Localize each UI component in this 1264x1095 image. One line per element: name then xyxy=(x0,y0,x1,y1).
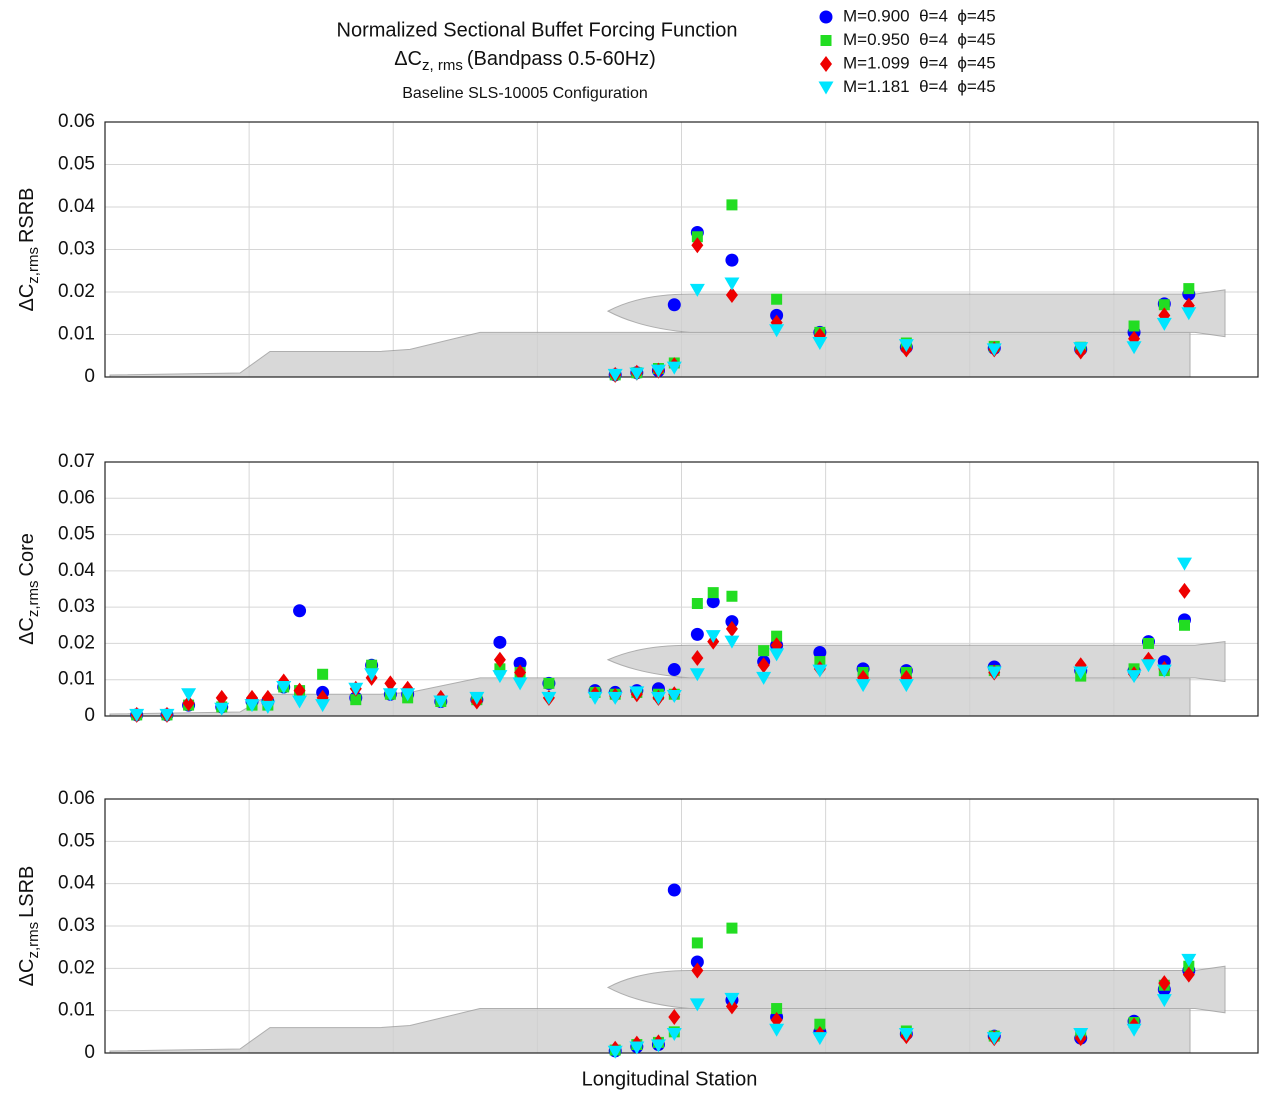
legend-label: M=0.900 θ=4 ϕ=45 xyxy=(843,6,996,25)
y-tick-label: 0.01 xyxy=(58,669,95,690)
y-label-rest: LSRB xyxy=(16,866,38,918)
marker xyxy=(317,669,328,680)
subtitle-main: ΔC xyxy=(394,48,422,70)
marker xyxy=(543,678,554,689)
y-tick-label: 0.03 xyxy=(58,239,95,260)
marker xyxy=(708,587,719,598)
y-tick-label: 0 xyxy=(84,705,95,726)
y-tick-label: 0.02 xyxy=(58,632,95,653)
marker xyxy=(726,923,737,934)
y-tick-label: 0.06 xyxy=(58,788,95,809)
legend-label: M=1.181 θ=4 ϕ=45 xyxy=(843,77,996,96)
y-tick-label: 0.02 xyxy=(58,957,95,978)
y-tick-label: 0.06 xyxy=(58,111,95,132)
y-tick-label: 0.01 xyxy=(58,1000,95,1021)
marker xyxy=(771,294,782,305)
marker xyxy=(692,937,703,948)
y-tick-label: 0 xyxy=(84,1042,95,1063)
legend-label: M=1.099 θ=4 ϕ=45 xyxy=(843,53,996,72)
marker xyxy=(1129,321,1140,332)
y-label-main: ΔC xyxy=(16,617,38,645)
marker xyxy=(1183,283,1194,294)
legend-marker xyxy=(820,56,832,72)
y-axis-label: ΔCz,rms LSRB xyxy=(16,866,42,987)
y-label-main: ΔC xyxy=(16,959,38,987)
y-axis-label: ΔCz,rms RSRB xyxy=(16,187,42,311)
marker xyxy=(725,254,738,267)
figure: Normalized Sectional Buffet Forcing Func… xyxy=(0,0,1264,1095)
y-tick-label: 0.01 xyxy=(58,324,95,345)
y-tick-label: 0.06 xyxy=(58,487,95,508)
marker xyxy=(293,604,306,617)
marker xyxy=(758,645,769,656)
marker xyxy=(668,298,681,311)
x-axis-label: Longitudinal Station xyxy=(582,1068,758,1090)
marker xyxy=(1179,620,1190,631)
legend-label: M=0.950 θ=4 ϕ=45 xyxy=(843,30,996,49)
chart-note: Baseline SLS-10005 Configuration xyxy=(402,85,648,102)
y-tick-label: 0.04 xyxy=(58,560,95,581)
y-tick-label: 0.07 xyxy=(58,451,95,472)
marker xyxy=(726,199,737,210)
y-label-sub: z,rms xyxy=(25,247,42,284)
chart-subtitle: ΔCz, rms(Bandpass 0.5-60Hz) xyxy=(394,48,656,74)
marker xyxy=(668,884,681,897)
subtitle-rest: (Bandpass 0.5-60Hz) xyxy=(467,48,656,70)
y-tick-label: 0.03 xyxy=(58,915,95,936)
y-label-main: ΔC xyxy=(16,284,38,312)
marker xyxy=(691,628,704,641)
y-label-rest: RSRB xyxy=(16,187,38,243)
y-tick-label: 0 xyxy=(84,366,95,387)
y-tick-label: 0.02 xyxy=(58,281,95,302)
y-tick-label: 0.04 xyxy=(58,873,95,894)
y-label-rest: Core xyxy=(16,533,38,576)
legend-marker xyxy=(820,11,833,24)
y-tick-label: 0.05 xyxy=(58,830,95,851)
y-tick-label: 0.04 xyxy=(58,196,95,217)
legend-marker xyxy=(819,82,834,95)
marker xyxy=(726,591,737,602)
y-axis-label: ΔCz,rms Core xyxy=(16,533,42,645)
marker xyxy=(668,663,681,676)
y-label-sub: z,rms xyxy=(25,922,42,959)
marker xyxy=(493,636,506,649)
subtitle-sub: z, rms xyxy=(422,57,463,74)
y-label-sub: z,rms xyxy=(25,580,42,617)
y-tick-label: 0.03 xyxy=(58,596,95,617)
marker xyxy=(1143,638,1154,649)
chart-title: Normalized Sectional Buffet Forcing Func… xyxy=(337,19,738,41)
legend-marker xyxy=(821,35,832,46)
y-tick-label: 0.05 xyxy=(58,524,95,545)
marker xyxy=(692,598,703,609)
y-tick-label: 0.05 xyxy=(58,154,95,175)
